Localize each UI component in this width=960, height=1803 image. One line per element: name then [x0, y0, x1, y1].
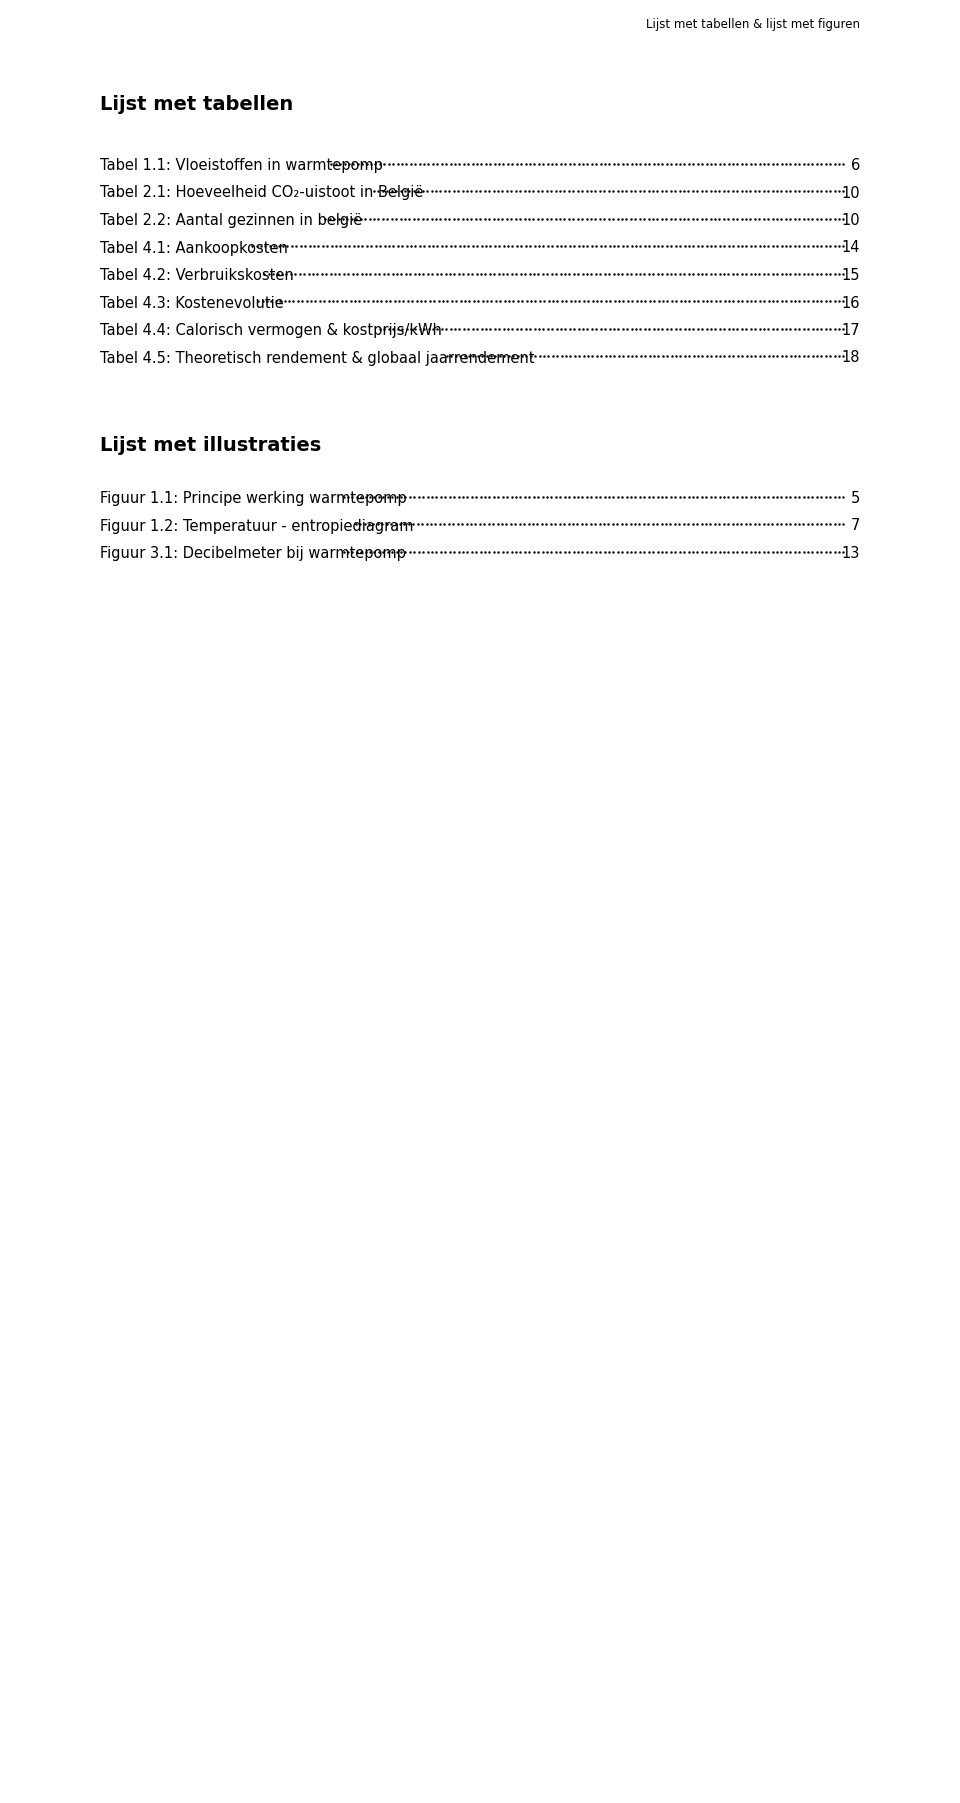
Text: 15: 15 [842, 269, 860, 283]
Text: Figuur 1.1: Principe werking warmtepomp: Figuur 1.1: Principe werking warmtepomp [100, 490, 407, 507]
Text: Figuur 3.1: Decibelmeter bij warmtepomp: Figuur 3.1: Decibelmeter bij warmtepomp [100, 546, 406, 561]
Text: Tabel 2.1: Hoeveelheid CO₂-uistoot in België: Tabel 2.1: Hoeveelheid CO₂-uistoot in Be… [100, 186, 423, 200]
Text: 7: 7 [851, 519, 860, 534]
Text: 17: 17 [841, 323, 860, 337]
Text: 6: 6 [851, 159, 860, 173]
Text: Tabel 2.2: Aantal gezinnen in belgië: Tabel 2.2: Aantal gezinnen in belgië [100, 213, 362, 227]
Text: Lijst met tabellen: Lijst met tabellen [100, 96, 293, 114]
Text: Tabel 4.5: Theoretisch rendement & globaal jaarrendement: Tabel 4.5: Theoretisch rendement & globa… [100, 350, 535, 366]
Text: 13: 13 [842, 546, 860, 561]
Text: Tabel 1.1: Vloeistoffen in warmtepomp: Tabel 1.1: Vloeistoffen in warmtepomp [100, 159, 383, 173]
Text: Lijst met tabellen & lijst met figuren: Lijst met tabellen & lijst met figuren [646, 18, 860, 31]
Text: 18: 18 [842, 350, 860, 366]
Text: 10: 10 [841, 213, 860, 227]
Text: Tabel 4.1: Aankoopkosten: Tabel 4.1: Aankoopkosten [100, 240, 288, 256]
Text: Figuur 1.2: Temperatuur - entropiediagram: Figuur 1.2: Temperatuur - entropiediagra… [100, 519, 414, 534]
Text: Lijst met illustraties: Lijst met illustraties [100, 436, 322, 454]
Text: Tabel 4.3: Kostenevolutie: Tabel 4.3: Kostenevolutie [100, 296, 284, 310]
Text: Tabel 4.4: Calorisch vermogen & kostprijs/kWh: Tabel 4.4: Calorisch vermogen & kostprij… [100, 323, 442, 337]
Text: Tabel 4.2: Verbruikskosten: Tabel 4.2: Verbruikskosten [100, 269, 294, 283]
Text: 10: 10 [841, 186, 860, 200]
Text: 16: 16 [842, 296, 860, 310]
Text: 5: 5 [851, 490, 860, 507]
Text: 14: 14 [842, 240, 860, 256]
